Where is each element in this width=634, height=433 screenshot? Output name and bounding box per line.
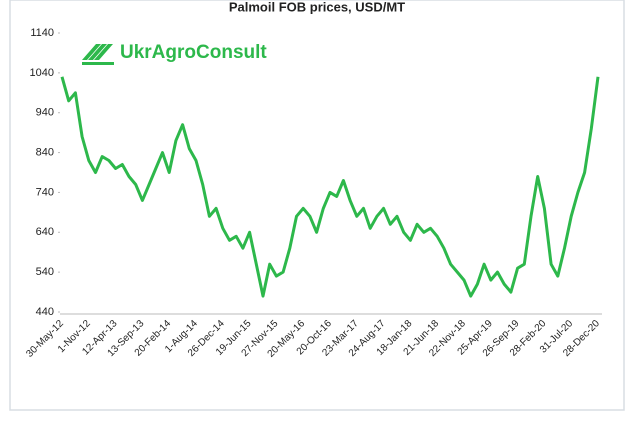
logo-text: UkrAgroConsult <box>120 42 267 63</box>
y-tick-label: 1040 <box>30 67 54 79</box>
y-tick-label: 440 <box>36 306 54 318</box>
y-tick-label: 540 <box>36 266 54 278</box>
price-line <box>60 76 600 298</box>
y-tick-label: 840 <box>36 146 54 158</box>
y-tick-label: 640 <box>36 226 54 238</box>
chart-frame <box>9 0 625 411</box>
y-tick-label: 740 <box>36 186 54 198</box>
chart-title: Palmoil FOB prices, USD/MT <box>229 0 405 14</box>
y-tick-label: 1140 <box>30 27 54 39</box>
logo-icon <box>82 44 114 65</box>
y-tick-label: 940 <box>36 107 54 119</box>
